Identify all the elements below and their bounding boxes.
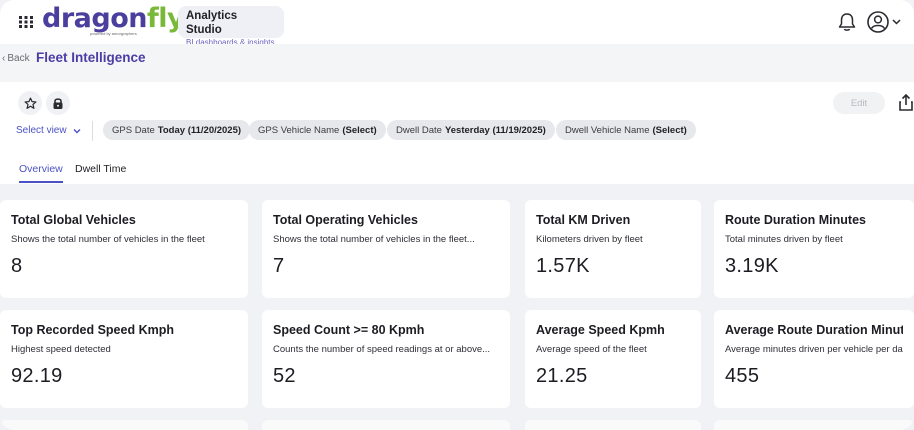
filter-value: Yesterday (11/19/2025) — [444, 124, 546, 136]
filter-chip-dwell-vehicle-name[interactable]: Dwell Vehicle Name (Select) — [556, 120, 696, 140]
kpi-card-route-duration-minutes[interactable]: Route Duration Minutes Total minutes dri… — [714, 200, 914, 298]
card-value: 3.19K — [725, 255, 779, 277]
logo-main: dragon — [42, 3, 147, 34]
card-value: 8 — [11, 255, 23, 277]
card-title: Total Global Vehicles — [11, 213, 136, 227]
card-description: Average minutes driven per vehicle per d… — [725, 344, 903, 355]
filter-label: GPS Date — [112, 124, 155, 136]
card-title: Total Operating Vehicles — [273, 213, 418, 227]
card-title: Speed Count >= 80 Kpmh — [273, 323, 425, 337]
app-switcher[interactable]: Analytics Studio BI dashboards & insight… — [178, 6, 284, 47]
back-arrow-icon: ‹ — [2, 53, 6, 64]
app-title: Analytics Studio — [186, 10, 238, 36]
kpi-card-total-global-vehicles[interactable]: Total Global Vehicles Shows the total nu… — [0, 200, 248, 298]
filter-value: (Select) — [342, 124, 377, 136]
next-row-card — [525, 420, 701, 430]
app-subtitle: BI dashboards & insights — [186, 38, 275, 47]
star-icon — [24, 97, 36, 109]
select-view-label: Select view — [16, 125, 67, 136]
chevron-down-icon — [892, 19, 901, 25]
card-value: 7 — [273, 255, 285, 277]
filter-chip-gps-date[interactable]: GPS Date Today (11/20/2025) — [103, 120, 251, 140]
kpi-card-speed-count[interactable]: Speed Count >= 80 Kpmh Counts the number… — [262, 310, 510, 408]
next-row-card — [0, 420, 248, 430]
apps-grid-icon[interactable] — [19, 16, 33, 28]
kpi-card-average-route-duration[interactable]: Average Route Duration Minutes Average m… — [714, 310, 914, 408]
card-value: 52 — [273, 365, 296, 387]
card-title: Average Route Duration Minutes — [725, 323, 903, 337]
filter-chip-dwell-date[interactable]: Dwell Date Yesterday (11/19/2025) — [387, 120, 555, 140]
filter-label: Dwell Date — [396, 124, 442, 136]
card-description: Shows the total number of vehicles in th… — [11, 234, 205, 245]
card-description: Counts the number of speed readings at o… — [273, 344, 491, 355]
kpi-card-top-recorded-speed[interactable]: Top Recorded Speed Kmph Highest speed de… — [0, 310, 248, 408]
filter-label: Dwell Vehicle Name — [565, 124, 650, 136]
tab-dwell-time[interactable]: Dwell Time — [75, 163, 127, 175]
back-link[interactable]: ‹ Back — [2, 53, 30, 64]
page-title: Fleet Intelligence — [36, 50, 146, 65]
share-icon[interactable] — [897, 93, 914, 113]
card-description: Total minutes driven by fleet — [725, 234, 843, 245]
top-bar: dragonfly powered by amorgraphers Analyt… — [0, 0, 914, 47]
filter-chip-gps-vehicle-name[interactable]: GPS Vehicle Name (Select) — [249, 120, 386, 140]
card-description: Average speed of the fleet — [536, 344, 647, 355]
toolbar-divider — [92, 121, 93, 141]
next-row-card — [262, 420, 510, 430]
dragonfly-logo[interactable]: dragonfly powered by amorgraphers — [42, 3, 185, 40]
back-label: Back — [7, 53, 30, 64]
kpi-card-total-km-driven[interactable]: Total KM Driven Kilometers driven by fle… — [525, 200, 701, 298]
filter-value: (Select) — [652, 124, 687, 136]
user-circle-icon[interactable] — [866, 10, 908, 34]
card-value: 21.25 — [536, 365, 588, 387]
filter-label: GPS Vehicle Name — [258, 124, 340, 136]
kpi-card-average-speed[interactable]: Average Speed Kpmh Average speed of the … — [525, 310, 701, 408]
logo-wordmark: dragonfly — [42, 3, 185, 34]
breadcrumb: ‹ Back Fleet Intelligence — [0, 44, 914, 82]
card-title: Average Speed Kpmh — [536, 323, 665, 337]
card-description: Highest speed detected — [11, 344, 111, 355]
card-value: 1.57K — [536, 255, 590, 277]
next-row-card — [714, 420, 914, 430]
edit-button[interactable]: Edit — [833, 92, 885, 114]
card-title: Total KM Driven — [536, 213, 631, 227]
card-value: 455 — [725, 365, 760, 387]
card-description: Shows the total number of vehicles in th… — [273, 234, 475, 245]
card-title: Route Duration Minutes — [725, 213, 866, 227]
favorite-button[interactable] — [18, 91, 42, 115]
logo-tagline: powered by amorgraphers — [90, 31, 137, 36]
chevron-down-icon — [73, 128, 81, 133]
kpi-card-total-operating-vehicles[interactable]: Total Operating Vehicles Shows the total… — [262, 200, 510, 298]
card-value: 92.19 — [11, 365, 63, 387]
select-view-dropdown[interactable]: Select view — [16, 125, 81, 136]
lock-icon — [53, 97, 63, 109]
card-description: Kilometers driven by fleet — [536, 234, 643, 245]
lock-button[interactable] — [46, 91, 70, 115]
bell-icon[interactable] — [836, 11, 858, 33]
tab-overview[interactable]: Overview — [19, 163, 63, 183]
filter-value: Today (11/20/2025) — [157, 124, 242, 136]
card-title: Top Recorded Speed Kmph — [11, 323, 174, 337]
dashboard-controls: Edit Select view GPS Date Today (11/20/20… — [0, 82, 914, 184]
